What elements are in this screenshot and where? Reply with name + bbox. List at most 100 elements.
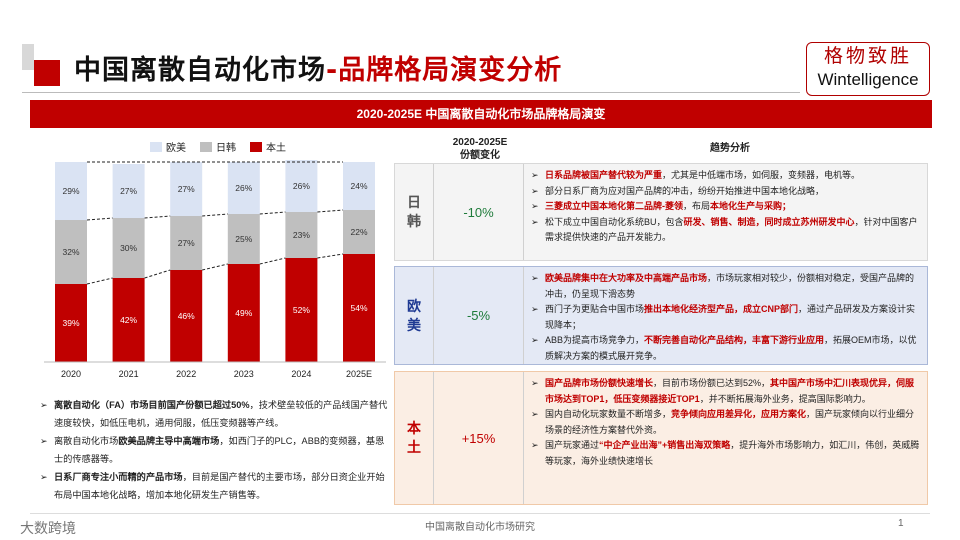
trend-analysis: ➢ 日系品牌被国产替代较为严重，尤其是中低端市场，如伺服，变频器，电机等。 ➢ 部分… xyxy=(531,168,923,246)
legend-item-western: 欧美 xyxy=(150,139,186,154)
bar-segment xyxy=(55,162,87,220)
bar-segment xyxy=(285,212,318,258)
list-item: ➢ 部分日系厂商为应对国产品牌的冲击，纷纷开始推进中国本地化战略， xyxy=(531,185,825,196)
x-tick-label: 2021 xyxy=(119,369,139,379)
bar-segment xyxy=(170,216,203,270)
bar-segment xyxy=(112,218,145,278)
data-label: 24% xyxy=(350,181,367,191)
legend-swatch xyxy=(250,141,262,152)
key-findings: ➢ 离散自动化（FA）市场目前国产份额已超过50%，技术壁垒较低的产品线国产替代速… xyxy=(40,396,390,504)
share-change: -10% xyxy=(463,204,494,220)
data-label: 25% xyxy=(235,234,252,244)
data-label: 27% xyxy=(178,238,195,248)
share-change: -5% xyxy=(466,308,491,323)
table-row-jpkr: 日韩 -10% ➢ 日系品牌被国产替代较为严重，尤其是中低端市场，如伺服，变频器，… xyxy=(394,163,928,261)
data-label: 30% xyxy=(120,243,137,253)
list-item: ➢ 国产品牌市场份额快速增长，目前市场份额已达到52%，其中国产市场中汇川表现优异… xyxy=(531,378,915,404)
bar-segment xyxy=(112,278,145,362)
connector-line xyxy=(202,213,228,217)
list-item: ➢ 日系厂商专注小而精的产品市场，目前是国产替代的主要市场，部分日资企业开始布局中… xyxy=(40,472,385,500)
page-number: 1 xyxy=(898,518,904,529)
data-label: 39% xyxy=(62,318,79,328)
footer-brand: 大数跨境 xyxy=(20,521,76,537)
footer-title: 中国离散自动化市场研究 xyxy=(425,522,535,533)
x-tick-label: 2020 xyxy=(61,369,81,379)
x-tick-label: 2025E xyxy=(346,369,372,379)
data-label: 49% xyxy=(235,308,252,318)
list-item: ➢ 西门子为更贴合中国市场推出本地化经济型产品，成立CNP部门，通过产品研发及方案… xyxy=(531,304,916,330)
list-item: ➢ 国产玩家通过“中企产业出海”+销售出海双策略，提升海外市场影响力，如汇川，伟创… xyxy=(531,440,920,466)
legend-item-domestic: 本土 xyxy=(250,139,286,154)
bar-segment xyxy=(112,164,145,218)
list-item: ➢ 国内自动化玩家数量不断增多，竞争倾向应用差异化，应用方案化，国产玩家倾向以行业… xyxy=(531,409,915,435)
connector-line xyxy=(144,215,171,219)
data-label: 26% xyxy=(293,181,310,191)
data-label: 26% xyxy=(235,183,252,193)
x-tick-label: 2022 xyxy=(176,369,196,379)
legend-swatch xyxy=(200,141,212,152)
data-label: 29% xyxy=(62,186,79,196)
chart-legend: 欧美 日韩 本土 xyxy=(150,139,286,154)
connector-line xyxy=(202,263,228,271)
trend-analysis: ➢ 欧美品牌集中在大功率及中高端产品市场，市场玩家相对较少，份额相对稳定，受国产品… xyxy=(531,271,923,365)
legend-swatch xyxy=(150,141,162,152)
bar-segment xyxy=(227,264,260,362)
list-item: ➢ 松下成立中国自动化系统BU，包含研发、销售、制造，同时成立苏州研发中心，针对中… xyxy=(531,216,918,243)
connector-line xyxy=(86,217,113,221)
bar-segment xyxy=(285,160,318,212)
title-underline xyxy=(22,92,800,93)
connector-line xyxy=(259,211,286,215)
title-accent-grey xyxy=(22,44,34,70)
table-row-western: 欧美 -5% ➢ 欧美品牌集中在大功率及中高端产品市场，市场玩家相对较少，份额相对… xyxy=(394,266,928,365)
bar-segment xyxy=(285,258,318,362)
data-label: 23% xyxy=(293,230,310,240)
data-label: 46% xyxy=(178,311,195,321)
column-header-share: 2020-2025E 份额变化 xyxy=(452,137,508,161)
bar-segment xyxy=(227,162,260,214)
x-tick-label: 2024 xyxy=(291,369,311,379)
data-label: 42% xyxy=(120,315,137,325)
brand-logo: 格物致胜 Wintelligence xyxy=(806,42,930,96)
bar-segment xyxy=(343,210,375,254)
share-change: +15% xyxy=(461,430,496,446)
bar-segment xyxy=(55,220,87,284)
table-row-domestic: 本土 +15% ➢ 国产品牌市场份额快速增长，目前市场份额已达到52%，其中国产市… xyxy=(394,371,928,505)
bar-segment xyxy=(343,162,375,210)
logo-cn: 格物致胜 xyxy=(823,45,912,67)
row-label: 日韩 xyxy=(407,194,421,229)
connector-line xyxy=(144,269,171,279)
data-label: 27% xyxy=(178,184,195,194)
connector-line xyxy=(317,209,344,213)
bar-segment xyxy=(170,162,203,216)
data-label: 32% xyxy=(62,247,79,257)
bar-segment xyxy=(227,214,260,264)
legend-item-jpkr: 日韩 xyxy=(200,139,236,154)
column-header-trend: 趋势分析 xyxy=(710,143,750,154)
stacked-bar-chart: 39% 32% 29% 2020 42% 30% 27% 2021 46% 27% 27% 2022 4… xyxy=(44,160,386,379)
connector-line xyxy=(317,253,344,259)
section-banner: 2020-2025E 中国离散自动化市场品牌格局演变 xyxy=(30,100,932,128)
list-item: ➢ 离散自动化（FA）市场目前国产份额已超过50%，技术壁垒较低的产品线国产替代速… xyxy=(40,400,388,428)
bar-segment xyxy=(343,254,375,362)
connector-line xyxy=(259,257,286,265)
data-label: 54% xyxy=(350,303,367,313)
trend-analysis: ➢ 国产品牌市场份额快速增长，目前市场份额已达到52%，其中国产市场中汇川表现优异… xyxy=(531,376,923,470)
footer-divider xyxy=(30,513,930,514)
title-accent-red xyxy=(34,60,60,86)
row-label: 欧美 xyxy=(407,297,421,333)
row-label: 本土 xyxy=(407,420,421,455)
list-item: ➢ ABB为提高市场竞争力，不断完善自动化产品结构，丰富下游行业应用，拓展OEM市… xyxy=(531,335,917,361)
bar-segment xyxy=(170,270,203,362)
data-label: 52% xyxy=(293,305,310,315)
data-label: 22% xyxy=(350,227,367,237)
connector-line xyxy=(86,277,113,285)
list-item: ➢ 日系品牌被国产替代较为严重，尤其是中低端市场，如伺服，变频器，电机等。 xyxy=(531,170,861,180)
bar-segment xyxy=(55,284,87,362)
data-label: 27% xyxy=(120,186,137,196)
list-item: ➢ 三菱成立中国本地化第二品牌-菱领，布局本地化生产与采购； xyxy=(531,201,792,212)
list-item: ➢ 离散自动化市场欧美品牌主导中高端市场，如西门子的PLC，ABB的变频器，基恩士… xyxy=(40,436,385,464)
list-item: ➢ 欧美品牌集中在大功率及中高端产品市场，市场玩家相对较少，份额相对稳定，受国产品… xyxy=(531,273,915,299)
page-title: 中国离散自动化市场-品牌格局演变分析 xyxy=(74,55,563,86)
x-tick-label: 2023 xyxy=(234,369,254,379)
logo-en: Wintelligence xyxy=(817,70,919,89)
